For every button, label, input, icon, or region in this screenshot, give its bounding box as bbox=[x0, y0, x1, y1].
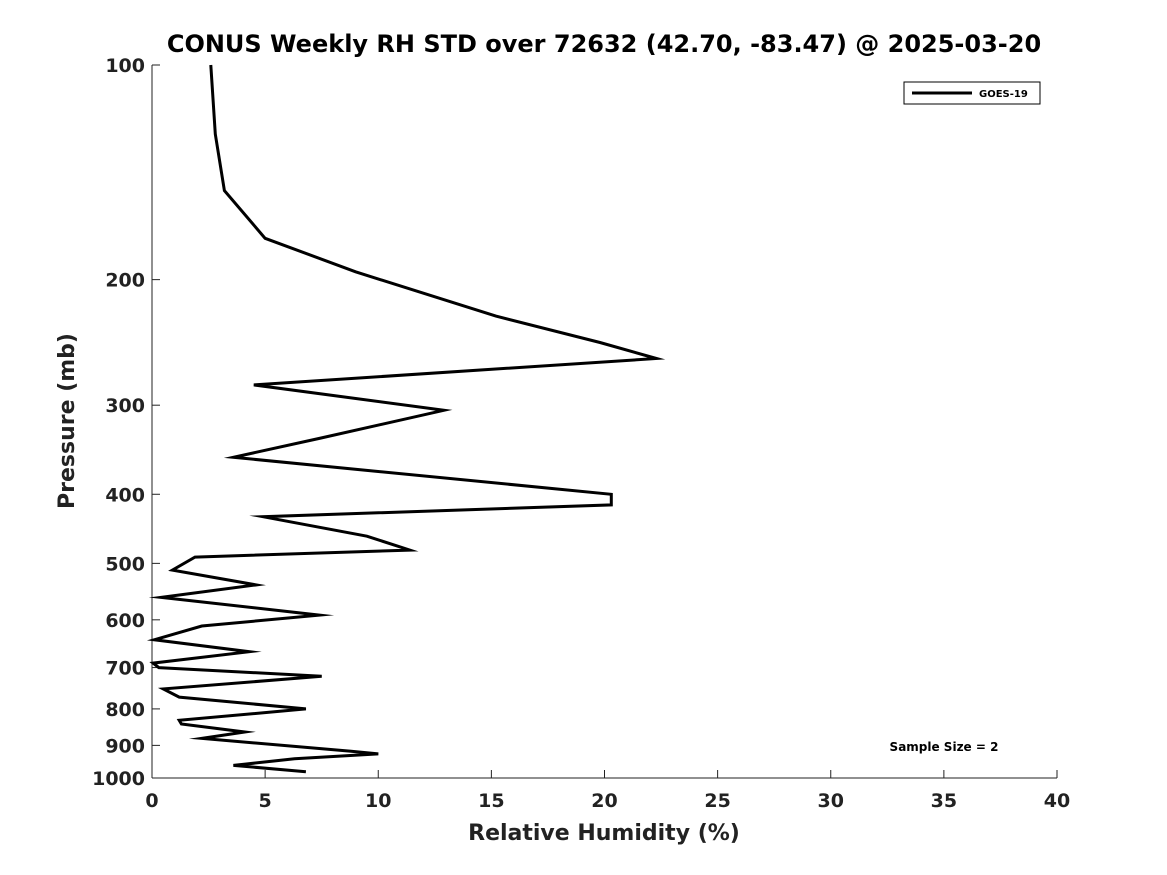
chart-title: CONUS Weekly RH STD over 72632 (42.70, -… bbox=[167, 30, 1041, 58]
y-axis-label-group: Pressure (mb) bbox=[55, 333, 80, 509]
x-tick-label: 0 bbox=[145, 790, 158, 812]
x-axis-label: Relative Humidity (%) bbox=[468, 821, 740, 846]
y-tick-label: 100 bbox=[105, 55, 145, 77]
axes bbox=[151, 65, 1057, 779]
series bbox=[146, 64, 666, 774]
x-tick-label: 30 bbox=[818, 790, 844, 812]
y-tick-label: 200 bbox=[105, 270, 145, 292]
y-tick-label: 700 bbox=[105, 658, 145, 680]
series-line-goes-19 bbox=[146, 64, 666, 774]
legend-label-goes-19: GOES-19 bbox=[979, 89, 1028, 100]
y-tick-label: 1000 bbox=[92, 768, 145, 790]
y-tick-label: 800 bbox=[105, 699, 145, 721]
y-axis-label: Pressure (mb) bbox=[55, 333, 80, 509]
y-tick-label: 500 bbox=[105, 553, 145, 575]
x-tick-label: 35 bbox=[931, 790, 957, 812]
y-tick-label: 400 bbox=[105, 484, 145, 506]
x-tick-label: 20 bbox=[591, 790, 617, 812]
x-tick-label: 10 bbox=[365, 790, 391, 812]
x-tick-label: 15 bbox=[478, 790, 504, 812]
x-tick-label: 5 bbox=[259, 790, 272, 812]
legend: GOES-19 bbox=[903, 81, 1041, 105]
sample-size-annotation: Sample Size = 2 bbox=[890, 740, 999, 754]
y-tick-label: 300 bbox=[105, 395, 145, 417]
x-tick-label: 25 bbox=[704, 790, 730, 812]
ticks: 0 5 10 15 20 25 30 35 40 100 200 300 400 500 600 700 800… bbox=[92, 55, 1070, 812]
y-tick-label: 600 bbox=[105, 610, 145, 632]
y-tick-label: 900 bbox=[105, 735, 145, 757]
x-tick-label: 40 bbox=[1044, 790, 1070, 812]
